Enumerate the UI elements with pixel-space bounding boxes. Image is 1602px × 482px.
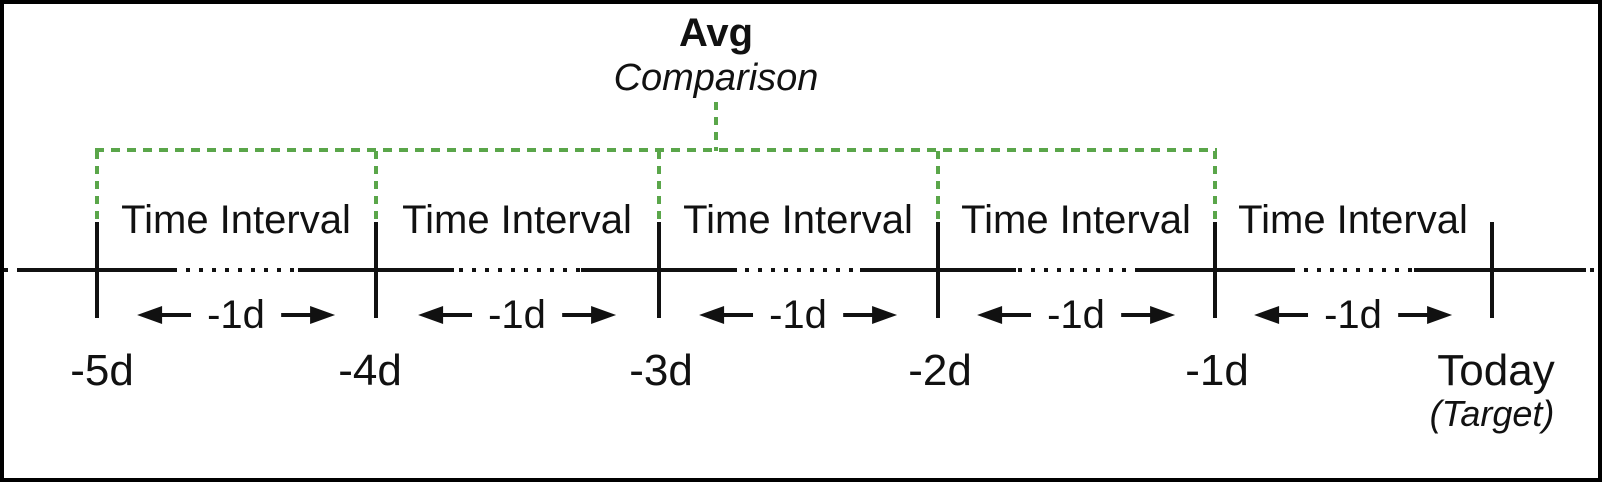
left-arrow-icon [418, 306, 473, 324]
title-avg: Avg [678, 11, 754, 55]
interval-delta-2: -1d [418, 293, 616, 337]
delta-label: -1d [207, 293, 265, 337]
axis-tick-5d [95, 222, 99, 318]
bracket-connector-line [714, 102, 718, 151]
tick-label-5d: -5d [70, 346, 134, 395]
interval-label-1: Time Interval [121, 198, 351, 242]
tick-label-3d: -3d [629, 346, 693, 395]
right-arrow-icon [1120, 306, 1175, 324]
delta-label: -1d [1324, 293, 1382, 337]
interval-label-3: Time Interval [683, 198, 913, 242]
bracket-drop-1d [1213, 151, 1217, 229]
tick-sublabel-target: (Target) [1429, 393, 1555, 434]
axis-tick-4d [374, 222, 378, 318]
axis-tick-1d [1213, 222, 1217, 318]
title-comparison: Comparison [613, 57, 819, 99]
delta-label: -1d [769, 293, 827, 337]
right-arrow-icon [280, 306, 335, 324]
right-arrow-icon [842, 306, 897, 324]
left-arrow-icon [977, 306, 1032, 324]
axis-tick-3d [657, 222, 661, 318]
tick-label-1d: -1d [1185, 346, 1249, 395]
interval-delta-3: -1d [699, 293, 897, 337]
axis-tick-today [1490, 222, 1494, 318]
left-arrow-icon [699, 306, 754, 324]
interval-delta-5: -1d [1254, 293, 1452, 337]
tick-label-today: Today [1437, 346, 1555, 395]
tick-label-2d: -2d [908, 346, 972, 395]
tick-label-4d: -4d [338, 346, 402, 395]
interval-delta-4: -1d [977, 293, 1175, 337]
delta-label: -1d [1047, 293, 1105, 337]
bracket-drop-4d [374, 151, 378, 229]
interval-label-5: Time Interval [1238, 198, 1468, 242]
bracket-drop-2d [936, 151, 940, 229]
diagram-title-block: Avg Comparison [614, 10, 819, 100]
interval-label-4: Time Interval [961, 198, 1191, 242]
interval-delta-1: -1d [137, 293, 335, 337]
axis-dotted-line [4, 268, 1596, 272]
left-arrow-icon [1254, 306, 1309, 324]
bracket-drop-3d [657, 151, 661, 229]
right-arrow-icon [1397, 306, 1452, 324]
interval-label-2: Time Interval [402, 198, 632, 242]
bracket-horizontal-line [95, 148, 1217, 152]
bracket-drop-5d [95, 151, 99, 229]
delta-label: -1d [488, 293, 546, 337]
axis-tick-2d [936, 222, 940, 318]
right-arrow-icon [561, 306, 616, 324]
left-arrow-icon [137, 306, 192, 324]
axis-solid-segment [1414, 268, 1586, 272]
